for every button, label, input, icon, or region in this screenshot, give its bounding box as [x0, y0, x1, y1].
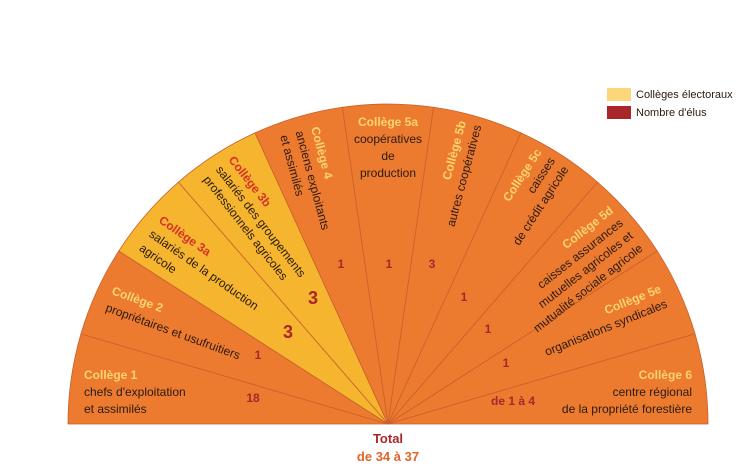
- elected-count: 18: [246, 391, 260, 405]
- elected-count: 1: [485, 322, 492, 336]
- elected-count: 3: [308, 288, 318, 308]
- college-desc: coopératives: [354, 132, 422, 146]
- legend-swatch: [607, 106, 631, 119]
- elected-count: 3: [283, 322, 293, 342]
- college-desc: chefs d'exploitation: [84, 385, 186, 399]
- elected-count: de 1 à 4: [491, 394, 535, 408]
- college-desc: de: [381, 149, 395, 163]
- legend-label: Collèges électoraux: [636, 89, 733, 101]
- sector: [387, 333, 709, 425]
- elected-count: 1: [503, 356, 510, 370]
- college-desc: production: [360, 166, 416, 180]
- legend-label: Nombre d'élus: [636, 107, 707, 119]
- total-value: de 34 à 37: [357, 449, 419, 464]
- college-desc: de la propriété forestière: [562, 402, 692, 416]
- elected-count: 3: [429, 257, 436, 271]
- college-title: Collège 1: [84, 368, 138, 382]
- sector-label: Collège 1 chefs d'exploitation et assimilé…: [84, 368, 186, 416]
- elected-count: 1: [338, 257, 345, 271]
- elected-count: 1: [386, 257, 393, 271]
- sector-label: Collège 6 centre régional de la propriété …: [562, 368, 692, 416]
- college-desc: centre régional: [613, 385, 692, 399]
- college-title: Collège 6: [639, 368, 693, 382]
- legend-swatch: [607, 88, 631, 101]
- elected-count: 1: [255, 348, 262, 362]
- college-desc: et assimilés: [84, 402, 147, 416]
- elected-count: 1: [461, 290, 468, 304]
- sector-label: Collège 5a coopératives de production: [354, 115, 422, 180]
- college-title: Collège 5a: [358, 115, 418, 129]
- total-label: Total: [373, 431, 403, 446]
